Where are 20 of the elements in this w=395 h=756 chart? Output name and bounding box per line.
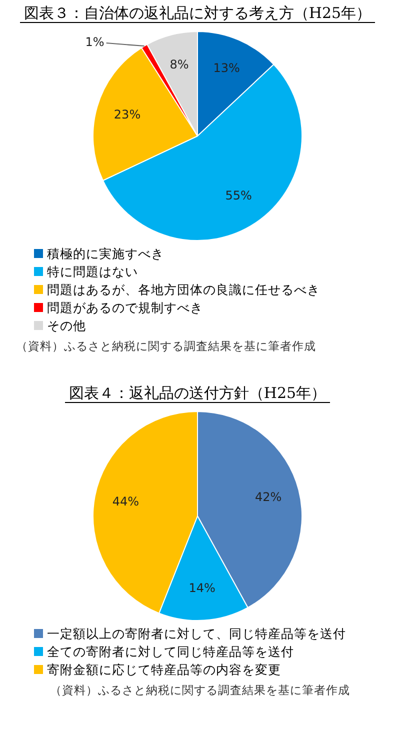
data-label: 23% (114, 108, 141, 122)
legend-label: 一定額以上の寄附者に対して、同じ特産品等を送付 (47, 626, 346, 641)
data-label: 55% (225, 188, 252, 203)
legend-label: 問題があるので規制すべき (47, 300, 203, 315)
data-label: 1% (85, 35, 104, 50)
legend-label: 積極的に実施すべき (47, 246, 164, 261)
data-label: 42% (255, 490, 282, 504)
text: （資料）ふるさと納税に関する調査結果を基に筆者作成 (50, 683, 351, 698)
legend-label: その他 (47, 318, 86, 333)
data-label: 44% (112, 494, 139, 508)
legend-label: 問題はあるが、各地方団体の良識に任せるべき (47, 282, 320, 297)
chart-title: 図表３：自治体の返礼品に対する考え方（H25年） (20, 4, 376, 23)
chart-title: 図表４：返礼品の送付方針（H25年） (64, 384, 330, 403)
legend-label: 寄附金額に応じて特産品等の内容を変更 (47, 662, 281, 677)
legend-label: 全ての寄附者に対して同じ特産品等を送付 (47, 644, 294, 659)
text: （資料）ふるさと納税に関する調査結果を基に筆者作成 (16, 339, 317, 354)
legend-label: 特に問題はない (47, 264, 138, 279)
data-label: 8% (170, 57, 189, 72)
data-label: 13% (213, 60, 240, 75)
data-label: 14% (188, 581, 216, 596)
